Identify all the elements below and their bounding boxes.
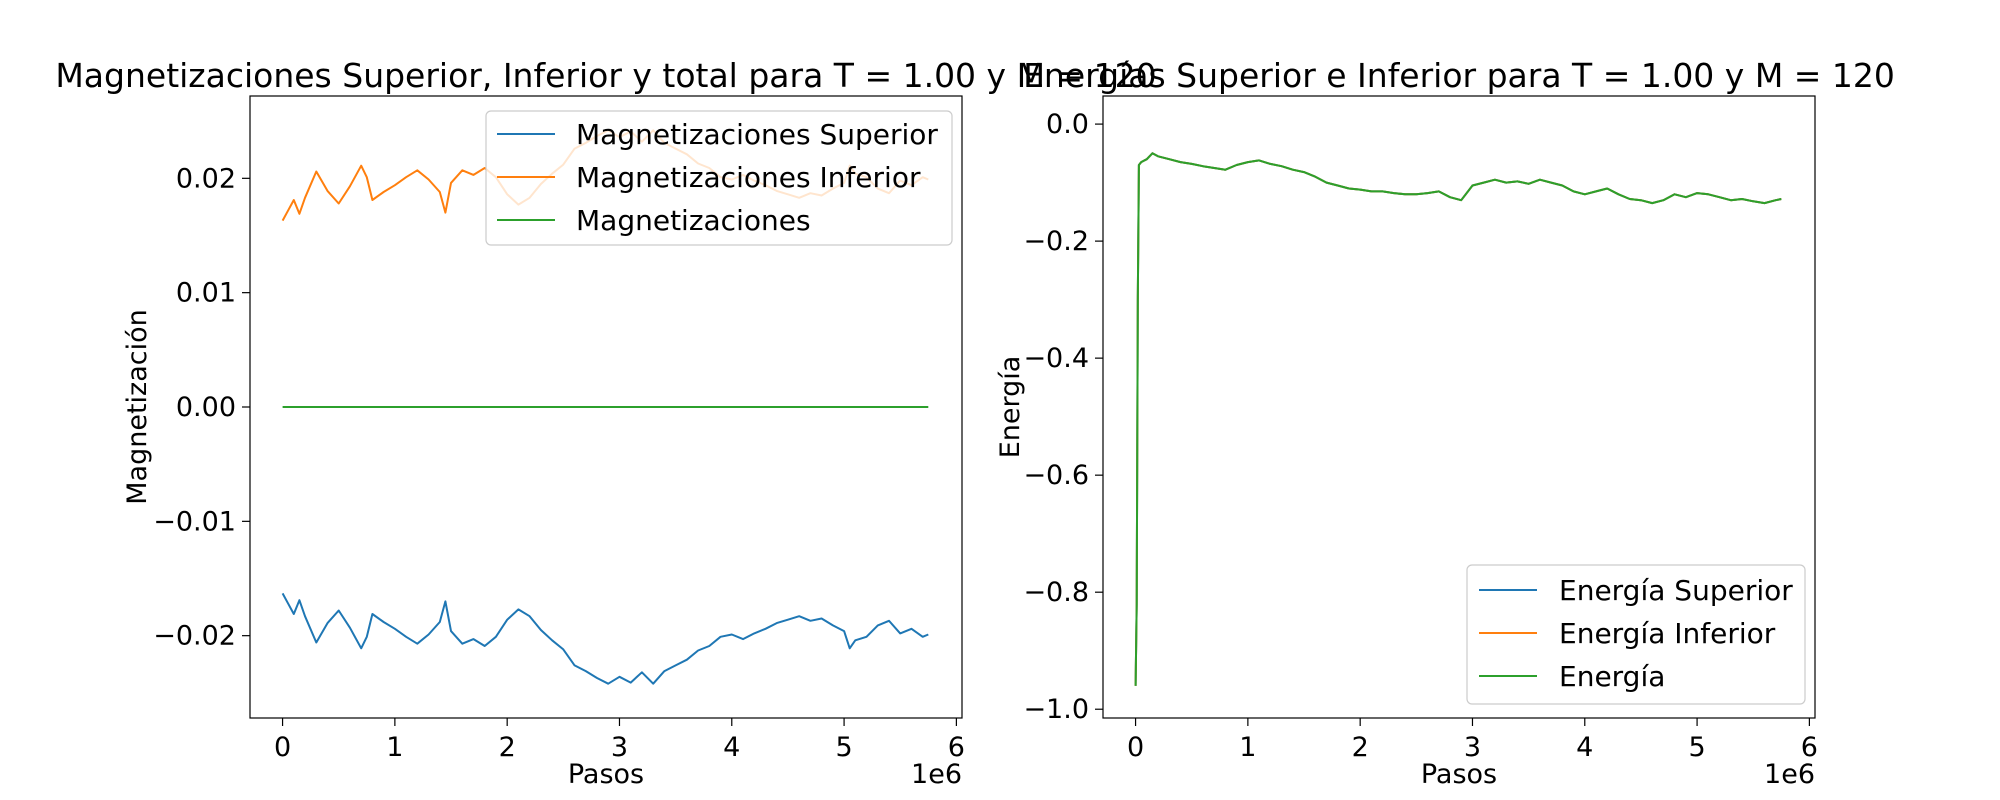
magnetization-chart-title: Magnetizaciones Superior, Inferior y tot… [55, 56, 1156, 95]
y-tick-label: 0.01 [176, 278, 236, 309]
y-tick-label: −1.0 [1023, 694, 1089, 725]
legend-label-energia-superior: Energía Superior [1559, 574, 1793, 607]
magnetization-y-ticks: −0.02 −0.01 0.00 0.01 0.02 [153, 163, 250, 652]
energy-x-offset-label: 1e6 [1764, 759, 1815, 790]
x-tick-label: 6 [948, 732, 965, 763]
legend-label-magnetizaciones-superior: Magnetizaciones Superior [576, 118, 938, 151]
x-tick-label: 3 [1464, 732, 1481, 763]
x-tick-label: 0 [1127, 732, 1144, 763]
energy-y-ticks: −1.0 −0.8 −0.6 −0.4 −0.2 0.0 [1023, 109, 1103, 725]
x-tick-label: 4 [723, 732, 740, 763]
energy-y-axis-label: Energía [995, 356, 1026, 459]
y-tick-label: 0.00 [176, 392, 236, 423]
x-tick-label: 3 [611, 732, 628, 763]
series-line-energia [1134, 152, 1782, 686]
magnetization-x-ticks: 0 1 2 3 4 5 6 [274, 718, 965, 763]
energy-chart-title: Energías Superior e Inferior para T = 1.… [1023, 56, 1895, 95]
series-line-magnetizaciones-superior [281, 592, 929, 685]
y-tick-label: 0.0 [1046, 109, 1089, 140]
magnetization-legend-box [485, 110, 953, 246]
energy-x-axis-label: Pasos [1421, 759, 1497, 790]
legend-label-energia: Energía [1559, 660, 1665, 693]
energy-lines [1134, 152, 1782, 686]
y-tick-label: −0.01 [153, 506, 236, 537]
x-tick-label: 2 [1352, 732, 1369, 763]
x-tick-label: 1 [386, 732, 403, 763]
energy-chart: 0 1 2 3 4 5 6 −1.0 −0.8 −0.6 −0.4 −0.2 0.0 Energías… [995, 56, 1895, 790]
y-tick-label: −0.2 [1023, 226, 1089, 257]
y-tick-label: −0.02 [153, 621, 236, 652]
energy-plot-frame [1102, 95, 1816, 719]
magnetization-y-axis-label: Magnetización [122, 309, 153, 505]
y-tick-label: −0.6 [1023, 460, 1089, 491]
magnetization-x-axis-label: Pasos [568, 759, 644, 790]
legend-label-magnetizaciones-inferior: Magnetizaciones Inferior [576, 161, 921, 194]
x-tick-label: 5 [1688, 732, 1705, 763]
magnetization-x-offset-label: 1e6 [911, 759, 962, 790]
x-tick-label: 4 [1576, 732, 1593, 763]
x-tick-label: 0 [274, 732, 291, 763]
y-tick-label: −0.4 [1023, 343, 1089, 374]
y-tick-label: 0.02 [176, 163, 236, 194]
magnetization-legend: Magnetizaciones Superior Magnetizaciones… [485, 110, 953, 246]
x-tick-label: 1 [1239, 732, 1256, 763]
x-tick-label: 5 [835, 732, 852, 763]
energy-legend: Energía Superior Energía Inferior Energí… [1466, 564, 1806, 705]
y-tick-label: −0.8 [1023, 577, 1089, 608]
legend-label-energia-inferior: Energía Inferior [1559, 617, 1776, 650]
x-tick-label: 2 [499, 732, 516, 763]
energy-legend-box [1466, 564, 1806, 705]
energy-x-ticks: 0 1 2 3 4 5 6 [1127, 718, 1818, 763]
legend-label-magnetizaciones: Magnetizaciones [576, 204, 811, 237]
x-tick-label: 6 [1801, 732, 1818, 763]
